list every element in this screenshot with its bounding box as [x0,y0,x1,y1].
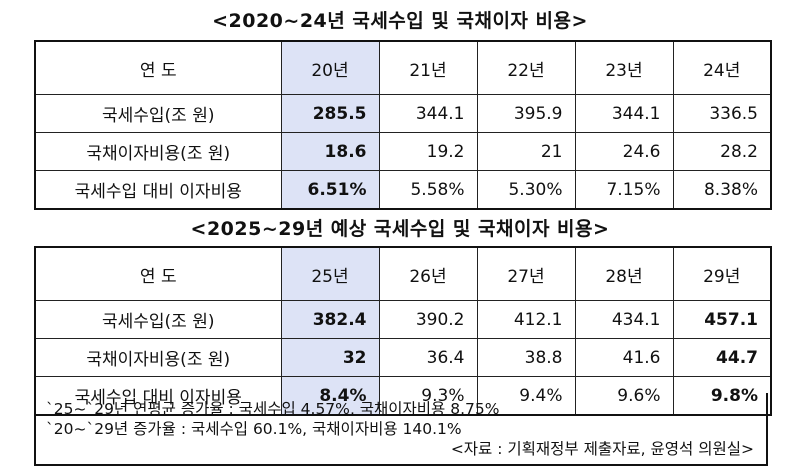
row-label: 국세수입(조 원) [34,94,282,133]
note-total-growth: `20~`29년 증가율 : 국세수입 60.1%, 국채이자비용 140.1% [46,420,462,438]
header-cell: 22년 [476,40,576,95]
table-cell: 412.1 [476,300,576,339]
table-cell: 6.51% [280,170,380,210]
row-label: 국채이자비용(조 원) [34,338,282,377]
table-cell: 285.5 [280,94,380,133]
header-cell-year: 연 도 [34,40,282,95]
table-cell: 19.2 [378,132,478,171]
table-cell: 9.3% [378,376,478,416]
table-cell: 41.6 [574,338,674,377]
table-row: 국세수입 대비 이자비용 6.51% 5.58% 5.30% 7.15% 8.3… [34,170,772,210]
header-cell: 20년 [280,40,380,95]
table-cell: 382.4 [280,300,380,339]
header-cell: 27년 [476,246,576,301]
header-cell: 24년 [672,40,772,95]
table-cell: 434.1 [574,300,674,339]
table-header-row: 연 도 20년 21년 22년 23년 24년 [34,40,772,95]
table-row: 국채이자비용(조 원) 18.6 19.2 21 24.6 28.2 [34,132,772,171]
table-cell: 390.2 [378,300,478,339]
table-cell: 5.58% [378,170,478,210]
row-label: 국세수입(조 원) [34,300,282,339]
table-cell: 9.4% [476,376,576,416]
table-cell: 336.5 [672,94,772,133]
tax-revenue-interest-table-2020-24: 연 도 20년 21년 22년 23년 24년 국세수입(조 원) 285.5 … [34,40,772,210]
table1-title: <2020~24년 국세수입 및 국채이자 비용> [212,10,588,32]
source-note: <자료 : 기획재정부 제출자료, 윤영석 의원실> [450,440,754,458]
table-cell: 18.6 [280,132,380,171]
note-annual-growth: `25~`29년 연평균 증가율 : 국세수입 4.57%, 국채이자비용 8.… [46,400,500,418]
header-cell: 23년 [574,40,674,95]
table-cell: 36.4 [378,338,478,377]
row-label: 국채이자비용(조 원) [34,132,282,171]
table-cell: 7.15% [574,170,674,210]
table-row: 국채이자비용(조 원) 32 36.4 38.8 41.6 44.7 [34,338,772,377]
table-header-row: 연 도 25년 26년 27년 28년 29년 [34,246,772,301]
table-cell: 9.8% [672,376,772,416]
table-row: 국세수입 대비 이자비용 8.4% 9.3% 9.4% 9.6% 9.8% [34,376,772,416]
table-cell: 28.2 [672,132,772,171]
table-cell: 44.7 [672,338,772,377]
row-label: 국세수입 대비 이자비용 [34,170,282,210]
table-cell: 32 [280,338,380,377]
table-row: 국세수입(조 원) 285.5 344.1 395.9 344.1 336.5 [34,94,772,133]
table-cell: 395.9 [476,94,576,133]
header-cell: 29년 [672,246,772,301]
table-cell: 21 [476,132,576,171]
table-row: 국세수입(조 원) 382.4 390.2 412.1 434.1 457.1 [34,300,772,339]
table-cell: 8.4% [280,376,380,416]
header-cell: 25년 [280,246,380,301]
header-cell: 21년 [378,40,478,95]
notes-box: `25~`29년 연평균 증가율 : 국세수입 4.57%, 국채이자비용 8.… [34,393,768,466]
header-cell-year: 연 도 [34,246,282,301]
header-cell: 26년 [378,246,478,301]
table-cell: 24.6 [574,132,674,171]
table-cell: 457.1 [672,300,772,339]
table-cell: 5.30% [476,170,576,210]
table-cell: 344.1 [378,94,478,133]
table-cell: 344.1 [574,94,674,133]
table2-title: <2025~29년 예상 국세수입 및 국채이자 비용> [190,218,610,240]
table-cell: 38.8 [476,338,576,377]
table-cell: 8.38% [672,170,772,210]
header-cell: 28년 [574,246,674,301]
table-cell: 9.6% [574,376,674,416]
tax-revenue-interest-table-2025-29: 연 도 25년 26년 27년 28년 29년 국세수입(조 원) 382.4 … [34,246,772,416]
row-label: 국세수입 대비 이자비용 [34,376,282,416]
